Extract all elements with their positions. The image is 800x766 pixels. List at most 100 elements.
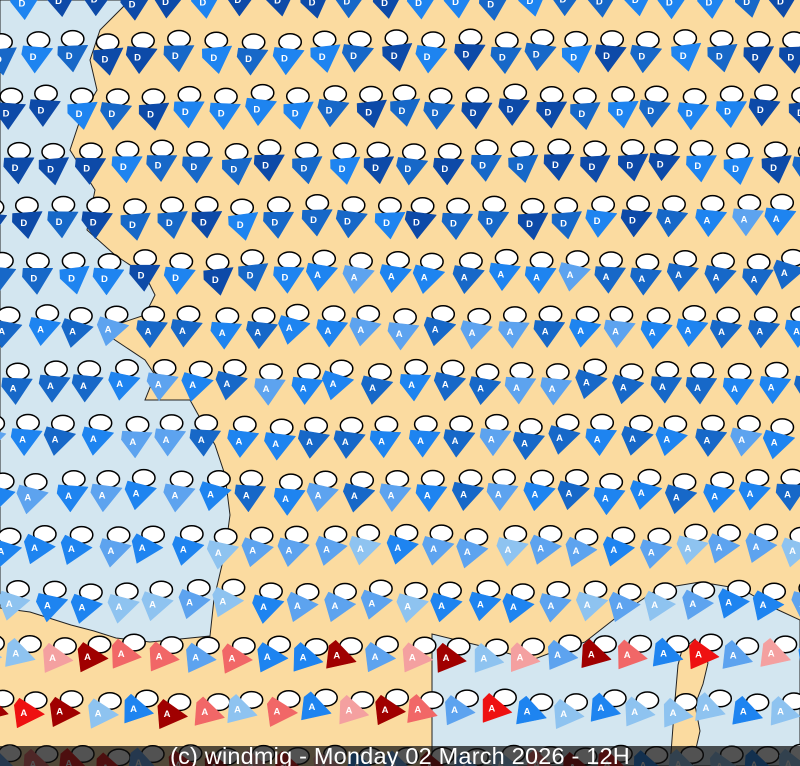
svg-text:A: A xyxy=(477,600,484,611)
svg-text:A: A xyxy=(612,326,619,337)
svg-text:D: D xyxy=(462,50,469,61)
svg-text:D: D xyxy=(452,0,459,8)
svg-text:A: A xyxy=(382,705,389,716)
svg-text:D: D xyxy=(413,218,420,229)
svg-text:A: A xyxy=(588,649,595,660)
svg-text:D: D xyxy=(594,216,601,227)
svg-text:A: A xyxy=(314,270,321,281)
svg-text:D: D xyxy=(274,0,281,6)
svg-text:A: A xyxy=(793,326,800,337)
svg-text:A: A xyxy=(610,545,617,556)
svg-text:A: A xyxy=(234,705,241,716)
svg-text:A: A xyxy=(542,326,549,337)
svg-text:D: D xyxy=(172,51,179,62)
svg-text:A: A xyxy=(497,269,504,280)
svg-text:A: A xyxy=(179,326,186,337)
svg-text:A: A xyxy=(409,653,416,664)
svg-text:D: D xyxy=(603,51,610,62)
svg-text:A: A xyxy=(272,439,279,450)
svg-text:D: D xyxy=(230,165,237,176)
svg-text:A: A xyxy=(414,705,421,716)
svg-text:D: D xyxy=(292,109,299,120)
svg-text:A: A xyxy=(768,383,775,394)
svg-text:A: A xyxy=(638,488,645,499)
svg-text:D: D xyxy=(134,53,141,64)
svg-text:A: A xyxy=(560,709,567,720)
svg-text:A: A xyxy=(368,598,375,609)
svg-text:A: A xyxy=(695,649,702,660)
svg-text:D: D xyxy=(344,217,351,228)
svg-text:A: A xyxy=(84,652,91,663)
svg-text:A: A xyxy=(443,653,450,664)
svg-text:D: D xyxy=(120,162,127,173)
svg-text:D: D xyxy=(182,107,189,118)
svg-text:A: A xyxy=(95,708,102,719)
svg-text:A: A xyxy=(69,326,76,337)
svg-text:D: D xyxy=(526,219,533,230)
svg-text:D: D xyxy=(626,161,633,172)
svg-text:D: D xyxy=(629,216,636,227)
svg-text:A: A xyxy=(235,436,242,447)
svg-text:A: A xyxy=(286,323,293,334)
svg-text:D: D xyxy=(166,218,173,229)
svg-text:D: D xyxy=(533,50,540,61)
svg-text:A: A xyxy=(369,383,376,394)
svg-text:A: A xyxy=(31,543,38,554)
svg-text:D: D xyxy=(172,273,179,284)
svg-text:A: A xyxy=(597,703,604,714)
svg-text:A: A xyxy=(629,434,636,445)
svg-text:A: A xyxy=(145,327,152,338)
svg-text:D: D xyxy=(271,217,278,228)
svg-text:A: A xyxy=(738,435,745,446)
svg-text:A: A xyxy=(308,702,315,713)
svg-text:A: A xyxy=(12,649,19,660)
svg-text:A: A xyxy=(49,653,56,664)
svg-text:A: A xyxy=(331,601,338,612)
svg-text:D: D xyxy=(632,0,639,6)
svg-text:A: A xyxy=(438,601,445,612)
svg-text:A: A xyxy=(684,543,691,554)
svg-text:A: A xyxy=(223,379,230,390)
svg-text:A: A xyxy=(243,491,250,502)
svg-text:A: A xyxy=(44,601,51,612)
svg-text:D: D xyxy=(30,274,37,285)
svg-text:D: D xyxy=(212,275,219,286)
svg-text:A: A xyxy=(306,437,313,448)
svg-text:D: D xyxy=(37,105,44,116)
svg-text:D: D xyxy=(218,109,225,120)
svg-text:D: D xyxy=(757,105,764,116)
svg-text:A: A xyxy=(116,379,123,390)
svg-text:A: A xyxy=(716,542,723,553)
svg-text:D: D xyxy=(716,52,723,63)
svg-text:D: D xyxy=(578,109,585,120)
svg-text:D: D xyxy=(129,0,136,10)
svg-text:A: A xyxy=(689,599,696,610)
svg-text:A: A xyxy=(351,272,358,283)
svg-text:A: A xyxy=(703,435,710,446)
svg-text:A: A xyxy=(531,490,538,501)
svg-text:A: A xyxy=(378,437,385,448)
svg-text:A: A xyxy=(189,380,196,391)
svg-text:A: A xyxy=(10,384,17,395)
svg-text:D: D xyxy=(339,164,346,175)
svg-text:A: A xyxy=(577,326,584,337)
svg-text:D: D xyxy=(647,106,654,117)
svg-text:D: D xyxy=(470,108,477,119)
svg-text:A: A xyxy=(24,493,31,504)
svg-text:A: A xyxy=(129,437,136,448)
svg-text:A: A xyxy=(760,600,767,611)
svg-text:D: D xyxy=(319,52,326,63)
svg-text:A: A xyxy=(107,546,114,557)
svg-text:A: A xyxy=(649,328,656,339)
svg-text:A: A xyxy=(342,437,349,448)
svg-text:A: A xyxy=(164,709,171,720)
svg-text:A: A xyxy=(192,653,199,664)
svg-text:A: A xyxy=(675,270,682,281)
svg-text:A: A xyxy=(130,704,137,715)
svg-text:D: D xyxy=(381,0,388,9)
svg-text:A: A xyxy=(756,327,763,338)
svg-text:D: D xyxy=(350,51,357,62)
svg-text:D: D xyxy=(83,163,90,174)
svg-text:D: D xyxy=(56,217,63,228)
svg-text:A: A xyxy=(616,601,623,612)
